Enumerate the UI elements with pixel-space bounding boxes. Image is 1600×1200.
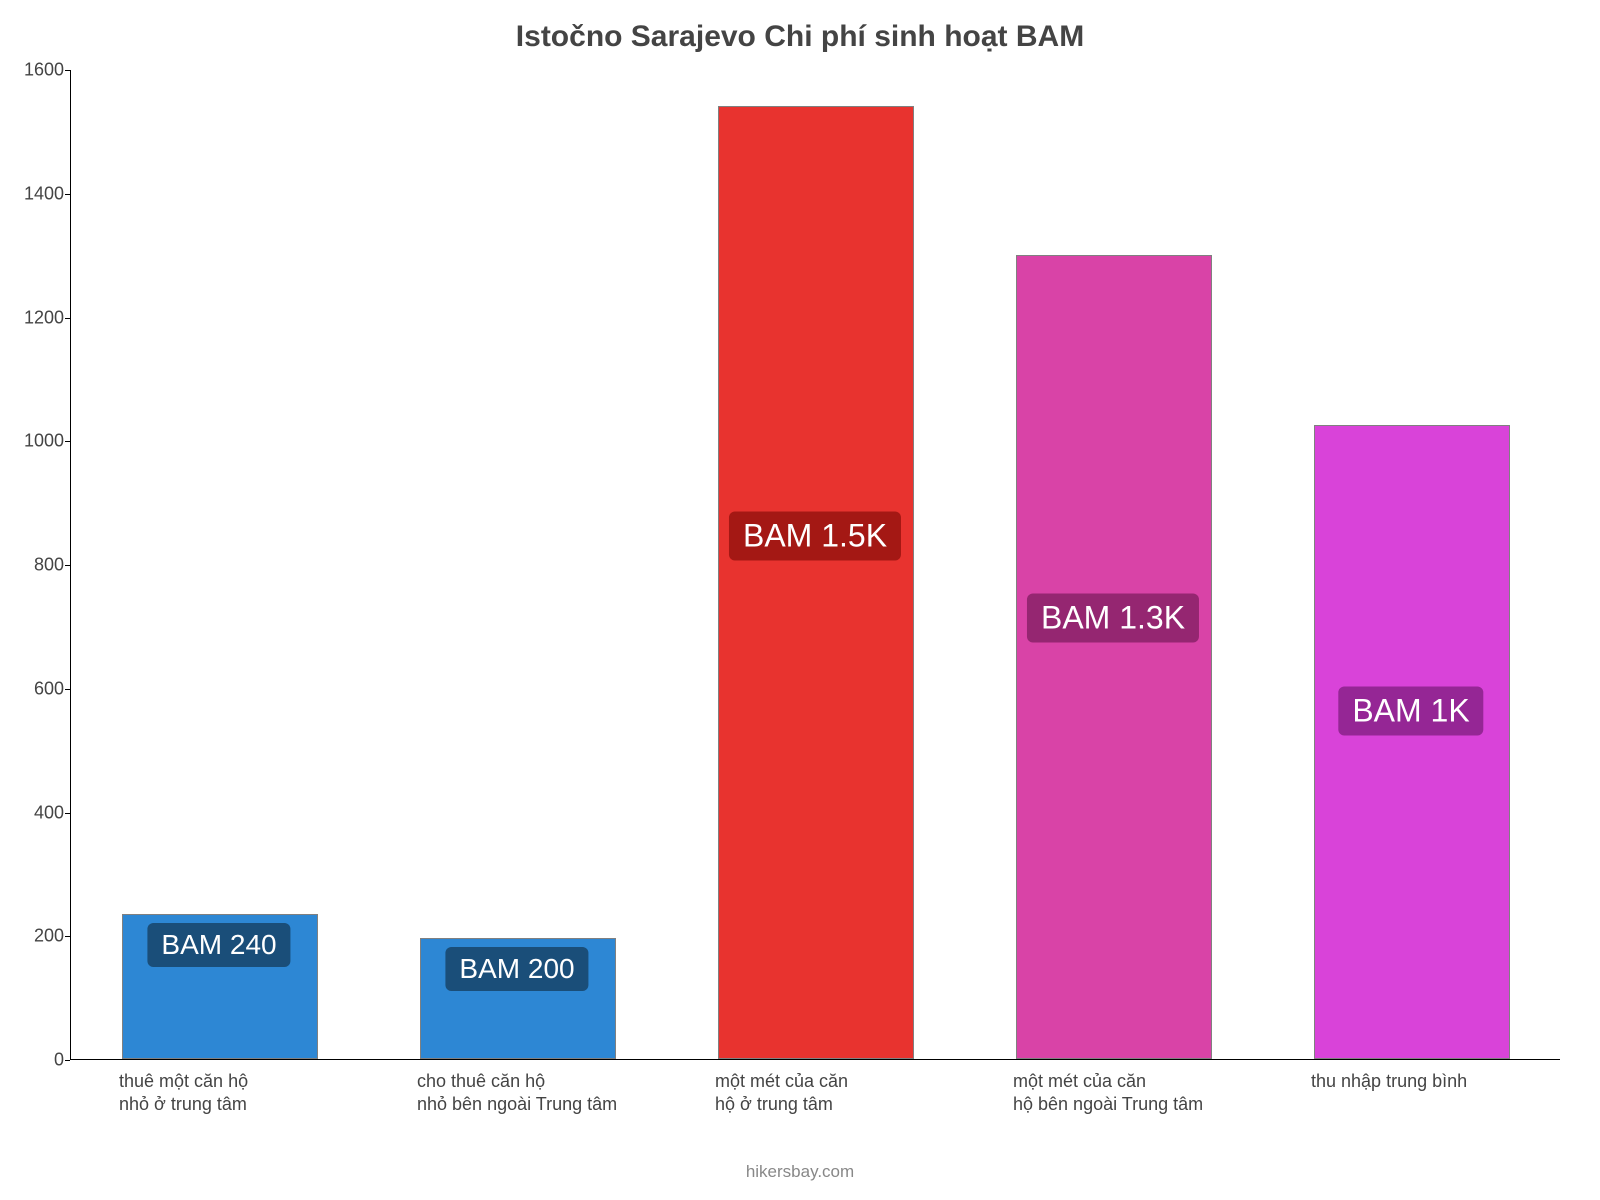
x-category-label: một mét của cănhộ ở trung tâm: [715, 1070, 955, 1117]
y-tick-label: 1400: [4, 183, 64, 204]
bar-value-badge: BAM 240: [147, 923, 290, 967]
bar: [718, 106, 915, 1059]
y-tick-label: 800: [4, 555, 64, 576]
x-category-label: thuê một căn hộnhỏ ở trung tâm: [119, 1070, 359, 1117]
x-category-label: một mét của cănhộ bên ngoài Trung tâm: [1013, 1070, 1253, 1117]
y-tick-mark: [65, 1060, 70, 1061]
x-category-label: cho thuê căn hộnhỏ bên ngoài Trung tâm: [417, 1070, 657, 1117]
y-tick-label: 1600: [4, 60, 64, 81]
bar: [1314, 425, 1511, 1059]
bar-value-badge: BAM 1.5K: [729, 511, 901, 560]
watermark-text: hikersbay.com: [0, 1162, 1600, 1182]
plot-area: [70, 70, 1560, 1060]
y-tick-label: 400: [4, 802, 64, 823]
y-tick-label: 1200: [4, 307, 64, 328]
y-tick-label: 200: [4, 926, 64, 947]
bar: [1016, 255, 1213, 1059]
y-tick-label: 600: [4, 678, 64, 699]
chart-container: Istočno Sarajevo Chi phí sinh hoạt BAM 0…: [0, 0, 1600, 1200]
chart-title: Istočno Sarajevo Chi phí sinh hoạt BAM: [0, 20, 1600, 54]
x-category-label: thu nhập trung bình: [1311, 1070, 1551, 1093]
bar-value-badge: BAM 1K: [1338, 687, 1483, 736]
y-tick-label: 1000: [4, 431, 64, 452]
y-tick-label: 0: [4, 1050, 64, 1071]
bar-value-badge: BAM 200: [445, 947, 588, 991]
bar-value-badge: BAM 1.3K: [1027, 593, 1199, 642]
